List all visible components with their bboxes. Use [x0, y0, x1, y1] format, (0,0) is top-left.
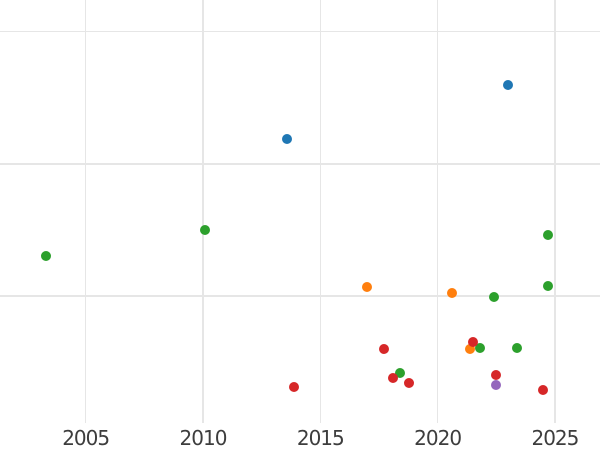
- gridline-vertical: [202, 0, 204, 423]
- scatter-point-red: [388, 373, 399, 384]
- scatter-point-green: [395, 367, 406, 378]
- scatter-point-orange: [465, 343, 476, 354]
- scatter-point-red: [538, 384, 549, 395]
- x-tick-label: 2010: [179, 426, 228, 450]
- scatter-point-orange: [362, 281, 373, 292]
- x-tick-label: 2005: [62, 426, 110, 450]
- plot-area: [0, 0, 600, 423]
- gridline-vertical: [436, 0, 439, 423]
- gridline-vertical: [554, 0, 556, 423]
- gridline-horizontal: [0, 295, 600, 297]
- scatter-point-red: [467, 337, 478, 348]
- scatter-point-blue: [503, 79, 514, 90]
- scatter-point-green: [474, 342, 485, 353]
- scatter-point-green: [200, 225, 211, 235]
- scatter-point-green: [512, 342, 523, 353]
- scatter-point-green: [488, 292, 499, 303]
- scatter-point-red: [289, 382, 300, 393]
- scatter-point-green: [40, 251, 51, 262]
- x-tick-label: 2025: [531, 426, 579, 450]
- x-axis: 2005 2010 2015 2020 2025: [0, 423, 600, 450]
- gridline-horizontal: [0, 31, 600, 33]
- scatter-point-orange: [446, 288, 457, 299]
- scatter-point-red: [404, 378, 415, 389]
- x-tick-label: 2020: [414, 426, 462, 450]
- x-tick-label: 2015: [296, 426, 345, 450]
- scatter-point-green: [542, 230, 553, 241]
- scatter-point-purple: [491, 379, 502, 390]
- gridline-vertical: [319, 0, 321, 423]
- scatter-point-blue: [282, 133, 293, 144]
- scatter-point-green: [542, 280, 553, 291]
- scatter-point-red: [491, 370, 502, 381]
- gridline-horizontal: [0, 163, 600, 165]
- gridline-vertical: [84, 0, 87, 423]
- scatter-point-red: [378, 343, 389, 354]
